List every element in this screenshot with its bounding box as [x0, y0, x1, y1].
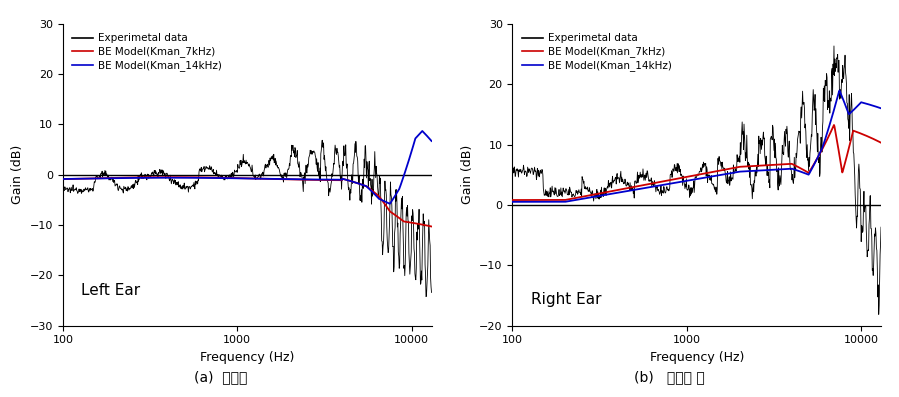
- Y-axis label: Gain (dB): Gain (dB): [11, 145, 24, 204]
- Text: (a)  왼쪽귀: (a) 왼쪽귀: [193, 370, 247, 384]
- X-axis label: Frequency (Hz): Frequency (Hz): [650, 351, 743, 364]
- Text: Left Ear: Left Ear: [82, 283, 140, 299]
- Y-axis label: Gain (dB): Gain (dB): [460, 145, 474, 204]
- Legend: Experimetal data, BE Model(Kman_7kHz), BE Model(Kman_14kHz): Experimetal data, BE Model(Kman_7kHz), B…: [68, 29, 227, 75]
- Text: (b)   오른쪽 귀: (b) 오른쪽 귀: [635, 370, 705, 384]
- X-axis label: Frequency (Hz): Frequency (Hz): [200, 351, 294, 364]
- Legend: Experimetal data, BE Model(Kman_7kHz), BE Model(Kman_14kHz): Experimetal data, BE Model(Kman_7kHz), B…: [518, 29, 676, 75]
- Text: Right Ear: Right Ear: [530, 293, 601, 307]
